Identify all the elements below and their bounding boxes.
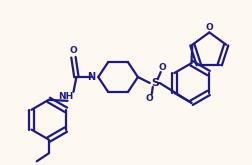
Text: O: O	[146, 94, 154, 103]
Text: O: O	[70, 46, 77, 55]
Text: O: O	[205, 23, 213, 32]
Text: S: S	[151, 78, 159, 88]
Text: NH: NH	[58, 92, 73, 101]
Text: O: O	[159, 63, 167, 72]
Text: N: N	[87, 72, 95, 82]
